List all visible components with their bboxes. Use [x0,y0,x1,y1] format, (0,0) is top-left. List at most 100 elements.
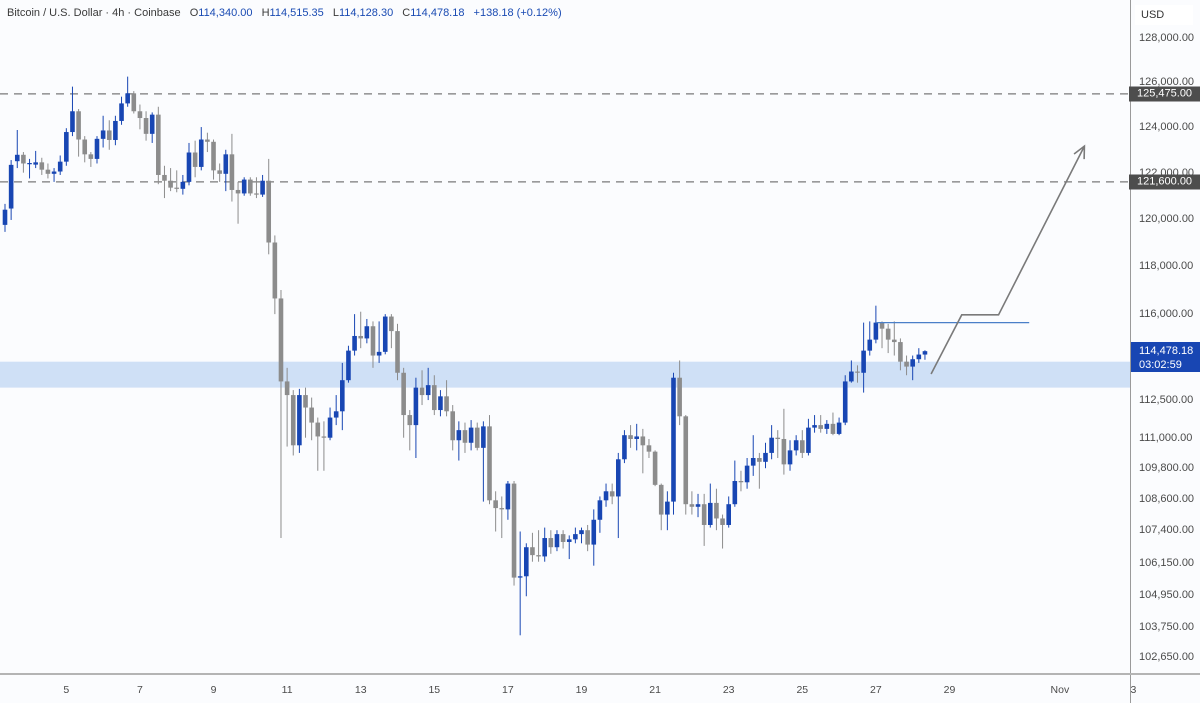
candle-body [211,141,216,171]
candle-body [468,427,474,443]
candle [321,421,327,471]
candle [456,421,462,461]
candle [849,360,854,383]
candle [315,417,321,471]
candle-body [272,242,278,299]
candle [836,417,842,436]
candle-body [714,502,719,519]
candle [21,152,26,173]
candle [168,168,173,192]
candle-body [726,504,731,525]
projection-arrow[interactable] [930,145,1086,375]
candle [39,157,45,175]
candle [137,104,143,130]
candle-body [413,387,419,426]
candle [861,322,866,393]
candle [744,458,750,489]
low-key: L [332,7,339,19]
candle [781,408,787,475]
candle-body [106,130,112,140]
candle [438,390,443,417]
candle-body [836,422,842,434]
candle-body [149,114,155,134]
candle [769,425,774,460]
candle [597,496,603,533]
time-tick-label: 27 [870,684,882,696]
candle-body [33,162,38,165]
candle-body [174,187,180,189]
candle [885,323,891,354]
price-axis[interactable]: 128,000.00 126,000.00 124,000.00 122,000.00… [1129,0,1200,675]
candle [254,177,259,199]
candle [76,109,81,157]
candle-body [898,342,903,362]
candle-body [867,339,873,351]
candle-body [266,180,272,243]
candle [395,323,400,381]
support-zone[interactable] [0,361,1130,388]
symbol-title[interactable]: Bitcoin / U.S. Dollar · 4h · Coinbase [7,7,181,19]
candle-body [401,372,406,416]
candle-body [799,440,805,453]
candle-body [873,322,879,340]
candle-body [812,425,817,428]
candle-body [358,335,364,339]
candle [530,532,535,562]
candle-body [750,458,756,466]
candle-body [517,576,523,578]
candle-body [781,438,787,465]
candle-body [910,359,915,367]
candle-body [566,539,572,542]
candle-body [536,555,541,557]
candle-body [235,189,241,194]
candle-body [849,371,854,382]
candle [524,543,529,597]
candle-body [499,508,505,510]
candle-body [254,193,259,195]
candle-body [597,500,603,520]
candle [309,397,314,441]
candle-body [315,422,321,437]
candle-body [695,504,701,507]
candle [738,470,744,492]
candle [922,350,928,360]
candle [205,132,210,153]
currency-label[interactable]: USD [1135,5,1193,25]
candle [303,387,308,438]
candle [720,514,725,549]
candle [327,407,333,441]
time-tick-label: 25 [796,684,809,696]
candle-body [450,411,456,441]
price-tick-label: 102,650.00 [1139,651,1195,664]
candle [2,203,8,232]
candle-body [622,435,627,460]
candle [432,375,437,416]
level-price-label: 121,600.00 [1129,174,1200,190]
candle-body [493,500,498,509]
candle-body [444,396,449,412]
candle [701,493,707,546]
candle-body [658,484,664,515]
candle [401,367,406,438]
candle-body [542,538,548,557]
time-axis[interactable]: 5 7 9 11 13 15 17 19 21 23 25 27 29 Nov 3 [0,673,1200,703]
candle-body [891,339,897,343]
candle-body [904,361,909,367]
candlestick-plot[interactable] [0,0,1130,675]
time-tick-label: 9 [210,684,217,696]
candle-body [2,209,8,225]
time-tick-label: 13 [354,684,367,696]
candle-body [560,534,566,542]
candle [916,348,922,363]
candle [14,129,20,169]
candle-body [119,103,124,121]
support-zone-layer [0,361,1130,388]
candle-body [720,518,725,525]
candle-body [634,436,639,439]
candle-body [806,427,811,453]
candle [284,367,290,447]
candle [499,496,505,539]
candle-body [683,416,689,505]
candle-body [137,111,143,119]
candle [113,115,118,146]
